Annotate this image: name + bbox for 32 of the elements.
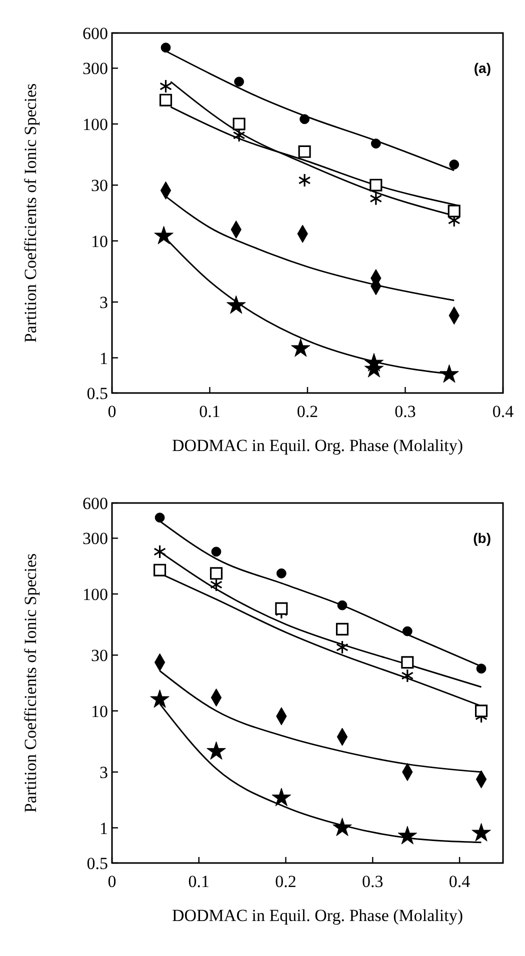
- x-tick-label: 0.1: [188, 872, 210, 891]
- x-tick-label: 0.3: [362, 872, 384, 891]
- x-tick-label: 0.2: [296, 402, 318, 421]
- x-tick-label: 0.2: [275, 872, 296, 891]
- x-tick-label: 0.1: [199, 402, 220, 421]
- y-tick-label: 100: [82, 584, 108, 604]
- x-tick-label: 0.4: [448, 872, 471, 891]
- x-axis-title: DODMAC in Equil. Org. Phase (Molality): [172, 436, 464, 455]
- y-tick-label: 300: [82, 529, 108, 548]
- y-tick-label: 10: [91, 232, 108, 251]
- y-tick-label: 1: [100, 818, 108, 838]
- y-tick-label: 3: [100, 763, 108, 782]
- y-tick-label: 600: [82, 494, 108, 513]
- x-tick-label: 0.3: [394, 402, 416, 421]
- y-tick-label: 0.5: [86, 854, 108, 873]
- y-tick-label: 1: [100, 348, 108, 368]
- annotation: (a): [474, 60, 491, 76]
- annotation: (b): [473, 530, 491, 546]
- y-tick-label: 300: [82, 59, 108, 78]
- x-tick-label: 0: [108, 872, 116, 891]
- y-tick-label: 30: [91, 176, 108, 196]
- y-tick-label: 0.5: [86, 384, 108, 403]
- x-tick-label: 0.4: [492, 402, 514, 421]
- y-tick-label: 30: [91, 646, 108, 666]
- x-axis-title: DODMAC in Equil. Org. Phase (Molality): [172, 906, 464, 925]
- y-axis-title: Partition Coefficients of Ionic Species: [21, 83, 40, 343]
- y-tick-label: 600: [82, 24, 108, 43]
- x-tick-label: 0: [108, 402, 116, 421]
- y-tick-label: 3: [100, 293, 108, 312]
- y-tick-label: 100: [82, 114, 108, 134]
- y-axis-title: Partition Coefficients of Ionic Species: [21, 553, 40, 813]
- y-tick-label: 10: [91, 702, 108, 721]
